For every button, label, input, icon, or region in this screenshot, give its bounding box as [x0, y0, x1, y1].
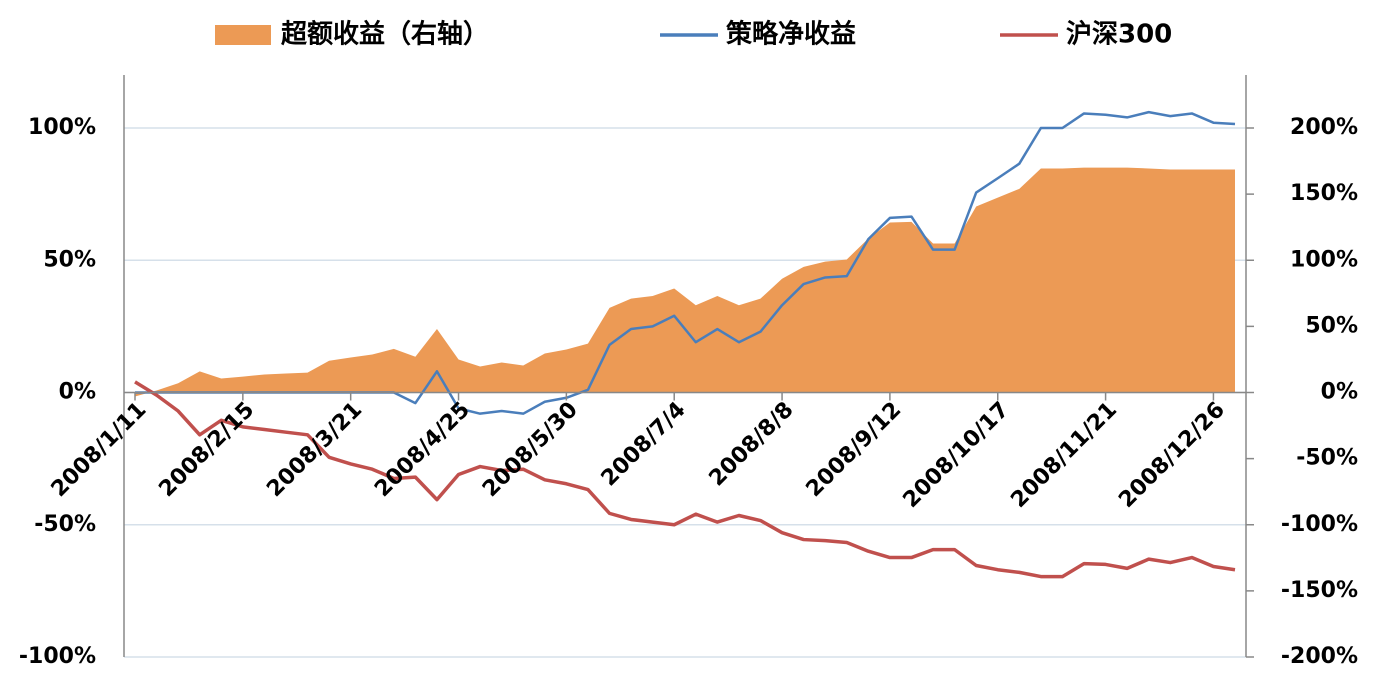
x-tick-label: 2008/10/17 — [899, 397, 1015, 513]
y2-tick-label: -100% — [1281, 512, 1358, 537]
y-tick-label: -50% — [34, 512, 96, 537]
y2-tick-label: -200% — [1281, 644, 1358, 669]
y-tick-label: 0% — [59, 380, 96, 405]
y2-tick-label: 150% — [1290, 181, 1358, 206]
area — [135, 167, 1235, 397]
y2-tick-label: -150% — [1281, 578, 1358, 603]
x-tick-label: 2008/2/15 — [155, 397, 260, 502]
legend-item: 超额收益（右轴） — [215, 20, 489, 50]
legend-label: 策略净收益 — [726, 19, 856, 50]
y2-tick-label: 100% — [1290, 247, 1358, 272]
legend-swatch — [215, 25, 271, 45]
x-tick-label: 2008/11/21 — [1006, 397, 1122, 513]
x-tick-label: 2008/8/8 — [705, 397, 799, 491]
y2-tick-label: 200% — [1290, 115, 1358, 140]
y-tick-label: -100% — [19, 644, 96, 669]
y2-tick-label: 0% — [1321, 380, 1358, 405]
y2-tick-label: 50% — [1305, 313, 1358, 338]
x-tick-label: 2008/9/12 — [802, 397, 907, 502]
x-tick-label: 2008/12/26 — [1114, 397, 1230, 513]
line — [134, 380, 1236, 579]
legend-label: 超额收益（右轴） — [281, 20, 489, 50]
legend-label: 沪深300 — [1066, 20, 1172, 50]
y2-tick-label: -50% — [1296, 446, 1358, 471]
x-tick-label: 2008/3/21 — [262, 397, 367, 502]
legend-item: 沪深300 — [1000, 20, 1172, 50]
x-tick-label: 2008/1/11 — [47, 397, 152, 502]
x-tick-label: 2008/7/4 — [597, 397, 691, 491]
y-tick-label: 50% — [43, 247, 96, 272]
legend-item: 策略净收益 — [660, 19, 856, 50]
y-tick-label: 100% — [28, 115, 96, 140]
